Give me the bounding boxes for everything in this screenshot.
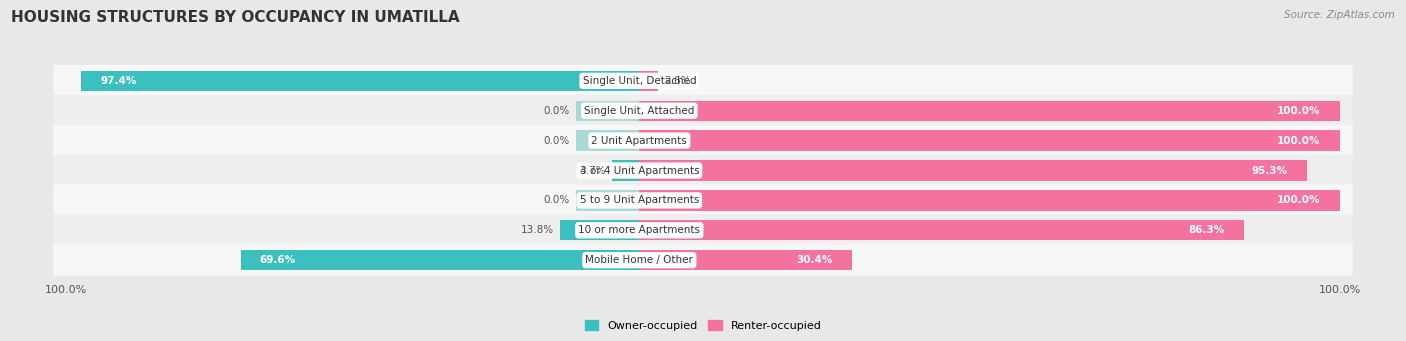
Bar xyxy=(560,220,640,240)
Legend: Owner-occupied, Renter-occupied: Owner-occupied, Renter-occupied xyxy=(581,316,825,335)
Text: 95.3%: 95.3% xyxy=(1251,165,1288,176)
Text: Single Unit, Attached: Single Unit, Attached xyxy=(583,106,695,116)
Text: 2 Unit Apartments: 2 Unit Apartments xyxy=(592,136,688,146)
Text: 4.7%: 4.7% xyxy=(579,165,606,176)
Bar xyxy=(575,101,640,121)
Bar xyxy=(640,190,1340,210)
FancyBboxPatch shape xyxy=(53,95,1353,127)
Bar xyxy=(640,220,1244,240)
Text: 0.0%: 0.0% xyxy=(543,106,569,116)
Text: 3 or 4 Unit Apartments: 3 or 4 Unit Apartments xyxy=(579,165,699,176)
Text: 0.0%: 0.0% xyxy=(543,136,569,146)
FancyBboxPatch shape xyxy=(53,184,1353,216)
Bar xyxy=(613,160,640,181)
Text: HOUSING STRUCTURES BY OCCUPANCY IN UMATILLA: HOUSING STRUCTURES BY OCCUPANCY IN UMATI… xyxy=(11,10,460,25)
Text: 100.0%: 100.0% xyxy=(1277,136,1320,146)
Text: Mobile Home / Other: Mobile Home / Other xyxy=(585,255,693,265)
Text: 97.4%: 97.4% xyxy=(100,76,136,86)
Bar xyxy=(575,190,640,210)
Bar xyxy=(82,71,640,91)
Text: 2.6%: 2.6% xyxy=(664,76,690,86)
Bar xyxy=(575,131,640,151)
Bar xyxy=(640,101,1340,121)
Text: 69.6%: 69.6% xyxy=(260,255,295,265)
Text: 100.0%: 100.0% xyxy=(1277,106,1320,116)
FancyBboxPatch shape xyxy=(53,214,1353,246)
Text: 10 or more Apartments: 10 or more Apartments xyxy=(578,225,700,235)
Text: 13.8%: 13.8% xyxy=(520,225,554,235)
Bar xyxy=(640,71,658,91)
Text: Single Unit, Detached: Single Unit, Detached xyxy=(582,76,696,86)
Text: 0.0%: 0.0% xyxy=(543,195,569,205)
Text: 30.4%: 30.4% xyxy=(797,255,834,265)
Text: 5 to 9 Unit Apartments: 5 to 9 Unit Apartments xyxy=(579,195,699,205)
Bar xyxy=(240,250,640,270)
Bar xyxy=(640,131,1340,151)
FancyBboxPatch shape xyxy=(53,244,1353,276)
FancyBboxPatch shape xyxy=(53,65,1353,97)
Bar xyxy=(640,250,852,270)
Text: Source: ZipAtlas.com: Source: ZipAtlas.com xyxy=(1284,10,1395,20)
FancyBboxPatch shape xyxy=(53,125,1353,157)
Text: 86.3%: 86.3% xyxy=(1188,225,1225,235)
FancyBboxPatch shape xyxy=(53,155,1353,186)
Text: 100.0%: 100.0% xyxy=(1277,195,1320,205)
Bar xyxy=(640,160,1306,181)
